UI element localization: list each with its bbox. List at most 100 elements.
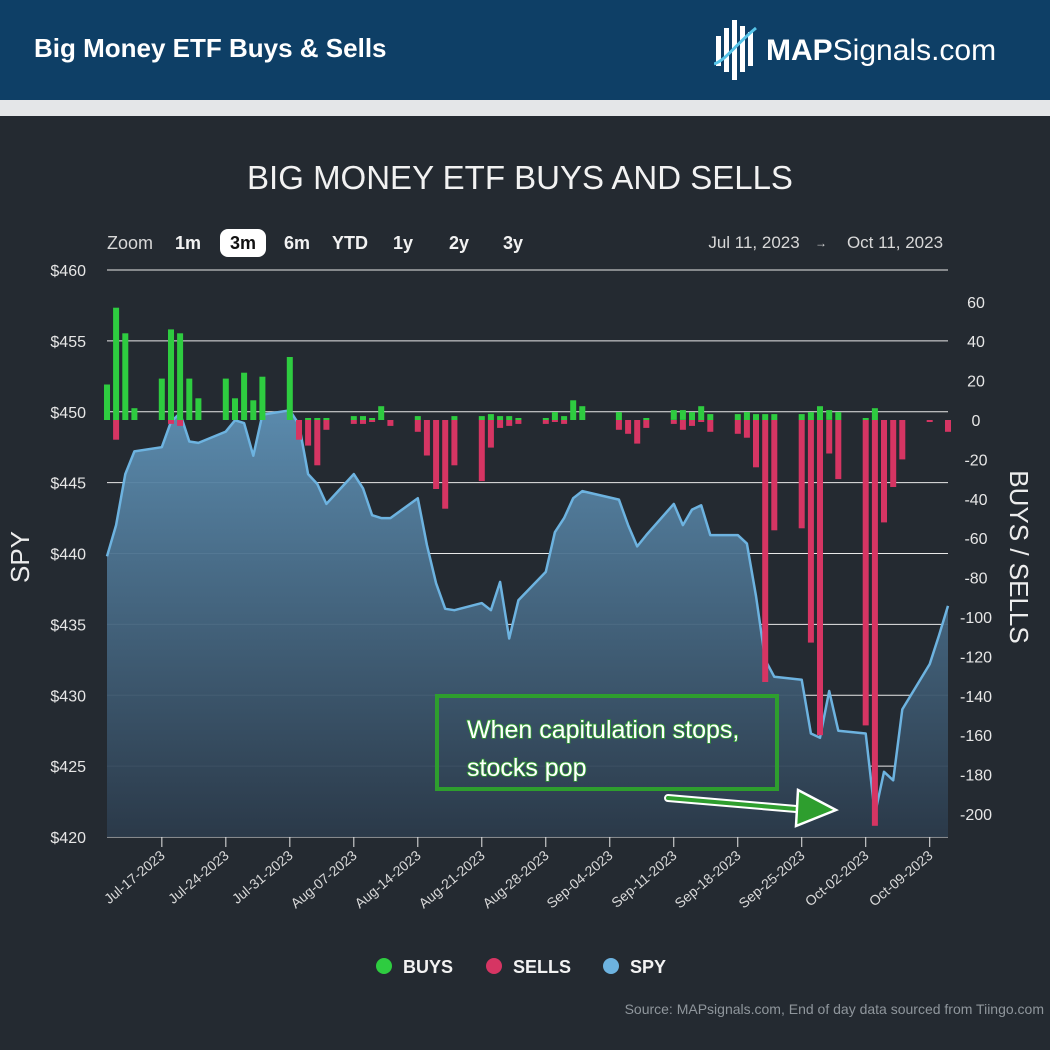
spy-line bbox=[105, 409, 950, 816]
buys-bar bbox=[835, 412, 842, 420]
buys-bar bbox=[369, 418, 376, 420]
buys-bar bbox=[871, 408, 878, 420]
source-note: Source: MAPsignals.com, End of day data … bbox=[625, 1001, 1044, 1017]
zoom-button-6m[interactable]: 6m bbox=[284, 233, 310, 253]
buys-bar bbox=[643, 418, 650, 420]
brand-name: MAPSignals.com bbox=[766, 34, 996, 68]
zoom-buttons: 1m 3m 6m YTD 1y 2y 3y bbox=[175, 229, 523, 257]
sells-bar bbox=[798, 420, 805, 529]
buys-bar bbox=[478, 416, 485, 420]
annotation-line-1: When capitulation stops, bbox=[467, 716, 739, 744]
buys-bar bbox=[542, 418, 549, 420]
buys-bar bbox=[743, 412, 750, 420]
right-tick-label: -120 bbox=[960, 649, 992, 666]
sells-bar bbox=[542, 420, 549, 424]
sells-bar bbox=[707, 420, 714, 432]
left-tick-label: $455 bbox=[50, 334, 86, 351]
sells-bar bbox=[689, 420, 695, 426]
zoom-button-3m[interactable]: 3m bbox=[220, 229, 266, 257]
chart-title: BIG MONEY ETF BUYS AND SELLS bbox=[247, 159, 793, 196]
sells-bar bbox=[423, 420, 430, 456]
sells-bar bbox=[314, 420, 321, 466]
buys-bar bbox=[158, 378, 165, 420]
buys-bar bbox=[250, 400, 257, 420]
sells-bar bbox=[360, 420, 366, 424]
date-to[interactable]: Oct 11, 2023 bbox=[847, 233, 943, 252]
sells-bar bbox=[506, 420, 513, 426]
buys-bar bbox=[515, 418, 522, 420]
sells-bar bbox=[679, 420, 686, 430]
sells-bar bbox=[743, 420, 750, 438]
sells-bar bbox=[442, 420, 449, 509]
right-tick-label: -140 bbox=[960, 689, 992, 706]
legend-swatch bbox=[376, 958, 392, 974]
sells-bar bbox=[369, 420, 376, 422]
legend-item-buys[interactable]: BUYS bbox=[376, 957, 453, 977]
zoom-button-1y[interactable]: 1y bbox=[393, 233, 413, 253]
date-arrow: → bbox=[815, 236, 827, 250]
legend: BUYS SELLS SPY bbox=[376, 957, 666, 977]
sells-bar bbox=[487, 420, 494, 448]
sells-bar bbox=[881, 420, 887, 523]
left-tick-label: $440 bbox=[50, 547, 86, 564]
legend-item-spy[interactable]: SPY bbox=[603, 957, 666, 977]
header-divider bbox=[0, 100, 1050, 116]
buys-bar bbox=[168, 329, 174, 420]
left-tick-label: $435 bbox=[50, 617, 86, 634]
buys-bar bbox=[570, 400, 577, 420]
legend-swatch bbox=[603, 958, 619, 974]
right-tick-label: 40 bbox=[967, 334, 985, 351]
sells-bar bbox=[753, 420, 759, 468]
sells-bar bbox=[734, 420, 741, 434]
zoom-button-label: 2y bbox=[449, 233, 469, 253]
sells-bar bbox=[561, 420, 568, 424]
zoom-button-2y[interactable]: 2y bbox=[449, 233, 469, 253]
left-tick-label: $460 bbox=[50, 263, 86, 280]
buys-bar bbox=[131, 408, 138, 420]
brand-name-rest: Signals.com bbox=[832, 34, 997, 67]
zoom-button-1m[interactable]: 1m bbox=[175, 233, 201, 253]
buys-bar bbox=[679, 410, 686, 420]
buys-bar bbox=[122, 333, 129, 420]
sells-bar bbox=[771, 420, 778, 531]
sells-bar bbox=[551, 420, 558, 422]
left-tick-label: $420 bbox=[50, 830, 86, 847]
annotation-box bbox=[435, 694, 779, 791]
buys-bar bbox=[579, 406, 586, 420]
right-tick-label: -200 bbox=[960, 807, 992, 824]
legend-item-sells[interactable]: SELLS bbox=[486, 957, 571, 977]
legend-label: BUYS bbox=[403, 957, 453, 977]
zoom-button-label: 3y bbox=[503, 233, 523, 253]
zoom-label: Zoom bbox=[107, 233, 153, 253]
buys-bar bbox=[698, 406, 705, 420]
sells-bar bbox=[615, 420, 622, 430]
buys-bar bbox=[177, 333, 184, 420]
sells-bar bbox=[296, 420, 302, 440]
right-tick-label: 60 bbox=[967, 295, 985, 312]
zoom-button-3y[interactable]: 3y bbox=[503, 233, 523, 253]
buys-bar bbox=[222, 378, 229, 420]
sells-bar bbox=[835, 420, 842, 480]
right-tick-label: -160 bbox=[960, 728, 992, 745]
page-title: Big Money ETF Buys & Sells bbox=[34, 33, 387, 63]
spy-area bbox=[107, 410, 948, 837]
buys-bar bbox=[241, 372, 248, 420]
sells-bar bbox=[634, 420, 641, 444]
buys-bar bbox=[826, 410, 833, 420]
date-from[interactable]: Jul 11, 2023 bbox=[708, 233, 799, 252]
left-tick-label: $445 bbox=[50, 476, 86, 493]
buys-bar bbox=[451, 416, 458, 420]
header-bar: Big Money ETF Buys & Sells MAPSignals.co… bbox=[0, 0, 1050, 100]
left-tick-label: $430 bbox=[50, 688, 86, 705]
buys-bar bbox=[862, 418, 869, 420]
sells-bar bbox=[817, 420, 823, 736]
sells-bar bbox=[323, 420, 330, 430]
zoom-button-label: YTD bbox=[332, 233, 368, 253]
buys-bar bbox=[689, 412, 695, 420]
buys-bar bbox=[323, 418, 330, 420]
right-tick-label: -20 bbox=[964, 452, 987, 469]
left-axis-title: SPY bbox=[5, 531, 35, 583]
zoom-button-ytd[interactable]: YTD bbox=[332, 233, 368, 253]
annotation-line-2: stocks pop bbox=[467, 754, 587, 782]
buys-bar bbox=[807, 412, 814, 420]
